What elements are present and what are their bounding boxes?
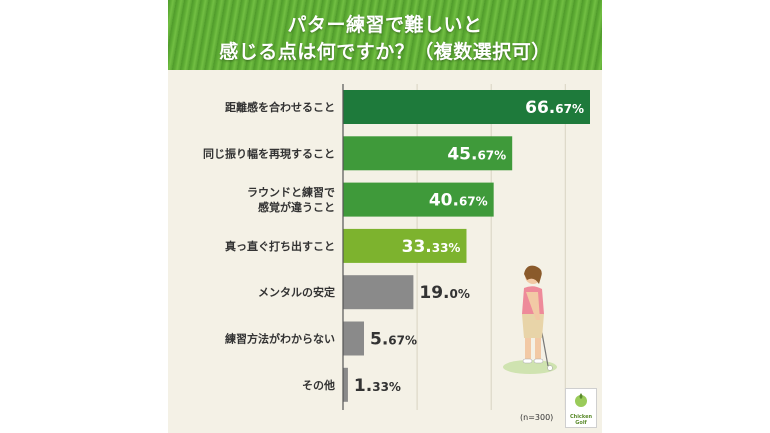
chart-card: パター練習で難しいと 感じる点は何ですか？（複数選択可） — [168, 0, 602, 433]
value-label-integer: 19. — [419, 283, 449, 303]
value-label: 40.67% — [429, 191, 488, 211]
value-label: 1.33% — [354, 376, 401, 396]
sample-size-note: (n=300) — [520, 413, 554, 422]
golfer-illustration — [503, 265, 557, 374]
category-label: ラウンドと練習で感覚が違うこと — [247, 185, 335, 214]
logo-mark-icon — [575, 393, 587, 407]
value-label-decimal: 67% — [555, 102, 584, 116]
category-label-line: メンタルの安定 — [258, 285, 335, 299]
bar — [343, 321, 365, 356]
value-label-integer: 40. — [429, 191, 459, 211]
chart-title-line1: パター練習で難しいと — [287, 14, 483, 36]
value-label-decimal: 33% — [372, 380, 401, 394]
value-label: 66.67% — [525, 98, 584, 118]
value-label-integer: 33. — [402, 237, 432, 257]
value-label-decimal: 67% — [477, 148, 506, 162]
bar — [343, 136, 513, 171]
bar — [343, 367, 348, 402]
bar — [343, 275, 414, 310]
category-label: 同じ振り幅を再現すること — [203, 146, 335, 160]
value-label-integer: 1. — [354, 376, 372, 396]
grass-header: パター練習で難しいと 感じる点は何ですか？（複数選択可） — [168, 0, 602, 70]
logo-text-line1: Chicken — [569, 414, 593, 420]
value-label-integer: 5. — [370, 330, 388, 350]
category-label: 距離感を合わせること — [225, 100, 335, 114]
category-label-line: 練習方法がわからない — [225, 332, 335, 346]
bar — [343, 182, 494, 217]
value-label: 33.33% — [402, 237, 461, 257]
category-label-line: 距離感を合わせること — [225, 100, 335, 114]
value-label-decimal: 33% — [432, 241, 461, 255]
category-label: その他 — [302, 378, 335, 392]
category-label: 真っ直ぐ打ち出すこと — [225, 239, 335, 253]
bar — [343, 228, 467, 263]
value-label: 45.67% — [447, 144, 506, 164]
category-label-line: ラウンドと練習で — [247, 185, 335, 199]
value-label-decimal: 67% — [388, 334, 417, 348]
value-label: 5.67% — [370, 330, 417, 350]
value-label-decimal: 67% — [459, 195, 488, 209]
category-label-line: 感覚が違うこと — [258, 200, 335, 214]
bar — [343, 90, 590, 124]
value-label-integer: 45. — [447, 144, 477, 164]
chicken-golf-logo: Chicken Golf — [565, 388, 597, 428]
category-label-line: 真っ直ぐ打ち出すこと — [225, 239, 335, 253]
value-label-decimal: 0% — [450, 287, 470, 301]
category-label-line: その他 — [302, 378, 335, 392]
category-label-line: 同じ振り幅を再現すること — [203, 146, 335, 160]
category-label: 練習方法がわからない — [225, 332, 335, 346]
logo-text-line2: Golf — [575, 420, 587, 426]
category-label: メンタルの安定 — [258, 285, 335, 299]
value-label-integer: 66. — [525, 98, 555, 118]
value-label: 19.0% — [419, 283, 470, 303]
chart-title-line2: 感じる点は何ですか？（複数選択可） — [219, 41, 551, 63]
